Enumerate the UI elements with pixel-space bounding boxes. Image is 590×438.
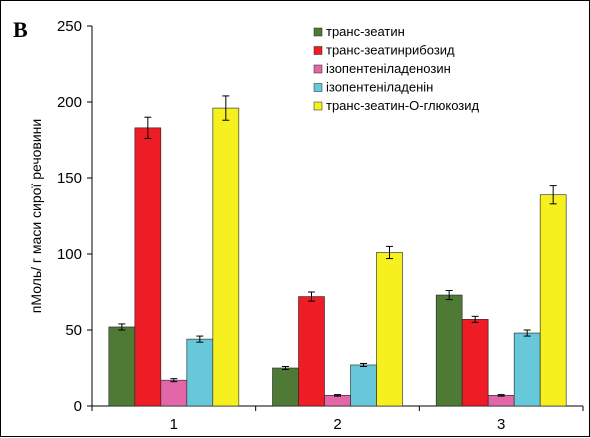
- y-ticks: 0 50 100 150 200 250: [57, 18, 92, 415]
- y-tick-label: 50: [65, 322, 82, 339]
- bar-series-2-category-2: [298, 296, 325, 407]
- legend-swatch: [313, 46, 323, 55]
- bar-series-5-category-1: [212, 107, 240, 407]
- y-tick-label: 250: [57, 18, 82, 35]
- x-axis: 1 2 3: [91, 405, 584, 433]
- x-ticks: 1 2 3: [91, 406, 584, 433]
- legend: транс-зеатин транс-зеатинрибозид ізопентен…: [313, 24, 480, 113]
- y-axis-label: пМоль/ г маси сирої речовини: [28, 119, 44, 313]
- y-axis: 0 50 100 150 200 250: [57, 18, 93, 415]
- legend-swatch: [313, 64, 323, 74]
- legend-label: транс-зеатин: [326, 24, 405, 39]
- legend-label: транс-зеатин-О-глюкозид: [326, 98, 480, 113]
- legend-label: транс-зеатинрибозид: [326, 43, 455, 58]
- y-tick-label: 150: [57, 170, 82, 187]
- bar-series-2-category-3: [461, 319, 489, 407]
- bar-series-2-category-1: [134, 127, 162, 407]
- bar-series-3-category-1: [160, 379, 188, 407]
- x-tick-label: 2: [333, 416, 341, 433]
- y-tick-label: 100: [57, 246, 82, 263]
- legend-label: ізопентеніладенін: [326, 80, 433, 95]
- y-tick-label: 200: [57, 94, 82, 111]
- bar-series-1-category-1: [108, 326, 136, 407]
- bar-series-4-category-1: [186, 338, 214, 407]
- bar-series-1-category-2: [272, 367, 299, 407]
- bar-series-4-category-2: [350, 364, 377, 407]
- bar-series-3-category-3: [487, 395, 515, 407]
- legend-swatch: [313, 101, 323, 111]
- bar-series-4-category-3: [513, 332, 541, 407]
- x-tick-label: 3: [497, 416, 505, 433]
- bar-series-1-category-3: [435, 294, 463, 407]
- legend-swatch: [313, 83, 323, 92]
- bar-series-5-category-3: [539, 194, 567, 407]
- y-tick-label: 0: [74, 398, 82, 415]
- bar-series-group: [108, 95, 567, 407]
- legend-label: ізопентеніладенозин: [326, 61, 451, 76]
- x-tick-label: 1: [170, 416, 178, 433]
- legend-swatch: [313, 27, 323, 37]
- bar-series-3-category-2: [324, 395, 351, 407]
- bar-series-5-category-2: [376, 252, 403, 407]
- panel-label: B: [13, 17, 28, 42]
